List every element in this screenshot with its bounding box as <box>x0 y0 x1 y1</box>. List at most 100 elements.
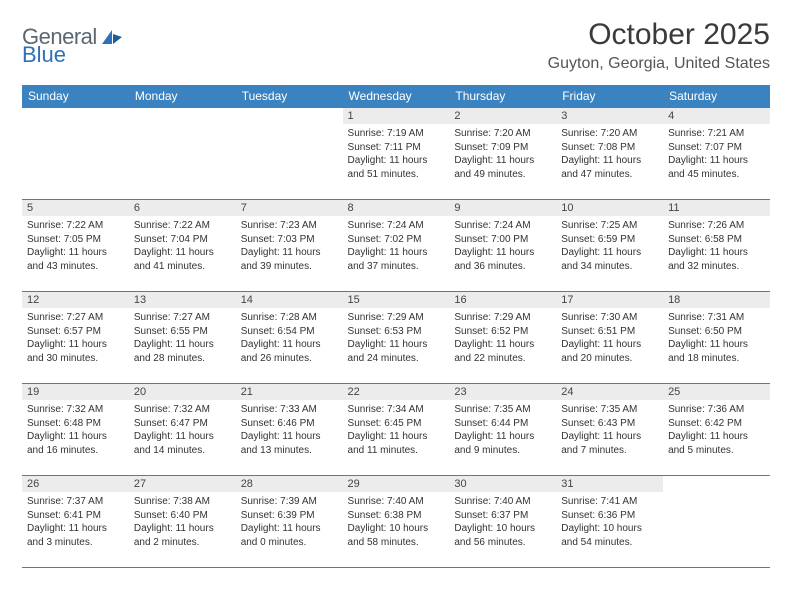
day-header: Friday <box>556 85 663 108</box>
day-line: and 9 minutes. <box>454 444 551 458</box>
calendar-cell: 25Sunrise: 7:36 AMSunset: 6:42 PMDayligh… <box>663 384 770 476</box>
day-line: Daylight: 10 hours <box>454 522 551 536</box>
day-line: Sunset: 7:03 PM <box>241 233 338 247</box>
day-line: Sunrise: 7:22 AM <box>134 219 231 233</box>
calendar-cell: 17Sunrise: 7:30 AMSunset: 6:51 PMDayligh… <box>556 292 663 384</box>
day-line: Sunset: 6:46 PM <box>241 417 338 431</box>
day-line: and 49 minutes. <box>454 168 551 182</box>
calendar-cell: 8Sunrise: 7:24 AMSunset: 7:02 PMDaylight… <box>343 200 450 292</box>
day-line: Daylight: 11 hours <box>241 430 338 444</box>
day-line: Daylight: 11 hours <box>668 338 765 352</box>
day-line: Daylight: 11 hours <box>561 430 658 444</box>
day-number: 18 <box>663 292 770 308</box>
day-number: 8 <box>343 200 450 216</box>
day-line: Sunrise: 7:26 AM <box>668 219 765 233</box>
day-number: 16 <box>449 292 556 308</box>
calendar-cell: 7Sunrise: 7:23 AMSunset: 7:03 PMDaylight… <box>236 200 343 292</box>
calendar-week-row: 1Sunrise: 7:19 AMSunset: 7:11 PMDaylight… <box>22 108 770 200</box>
calendar-cell: 21Sunrise: 7:33 AMSunset: 6:46 PMDayligh… <box>236 384 343 476</box>
calendar-cell: 10Sunrise: 7:25 AMSunset: 6:59 PMDayligh… <box>556 200 663 292</box>
day-line: Daylight: 11 hours <box>348 246 445 260</box>
calendar-cell: 5Sunrise: 7:22 AMSunset: 7:05 PMDaylight… <box>22 200 129 292</box>
day-line: Daylight: 11 hours <box>241 522 338 536</box>
day-line: Sunset: 6:42 PM <box>668 417 765 431</box>
day-body: Sunrise: 7:23 AMSunset: 7:03 PMDaylight:… <box>236 216 343 276</box>
day-line: and 2 minutes. <box>134 536 231 550</box>
calendar-cell: 29Sunrise: 7:40 AMSunset: 6:38 PMDayligh… <box>343 476 450 568</box>
day-number: 28 <box>236 476 343 492</box>
calendar-cell: 20Sunrise: 7:32 AMSunset: 6:47 PMDayligh… <box>129 384 236 476</box>
day-number: 14 <box>236 292 343 308</box>
day-line: Sunset: 6:57 PM <box>27 325 124 339</box>
day-number: 27 <box>129 476 236 492</box>
day-number: 5 <box>22 200 129 216</box>
calendar-cell: 24Sunrise: 7:35 AMSunset: 6:43 PMDayligh… <box>556 384 663 476</box>
day-line: Sunset: 7:00 PM <box>454 233 551 247</box>
day-line: and 3 minutes. <box>27 536 124 550</box>
calendar-table: Sunday Monday Tuesday Wednesday Thursday… <box>22 85 770 568</box>
day-line: Sunset: 7:08 PM <box>561 141 658 155</box>
day-line: Sunrise: 7:20 AM <box>454 127 551 141</box>
day-number: 7 <box>236 200 343 216</box>
day-body: Sunrise: 7:28 AMSunset: 6:54 PMDaylight:… <box>236 308 343 368</box>
day-body: Sunrise: 7:20 AMSunset: 7:09 PMDaylight:… <box>449 124 556 184</box>
day-body: Sunrise: 7:24 AMSunset: 7:02 PMDaylight:… <box>343 216 450 276</box>
day-line: Sunset: 6:38 PM <box>348 509 445 523</box>
day-line: Daylight: 11 hours <box>27 338 124 352</box>
day-line: Sunrise: 7:37 AM <box>27 495 124 509</box>
day-line: Daylight: 11 hours <box>27 246 124 260</box>
day-line: Daylight: 11 hours <box>134 430 231 444</box>
day-line: Sunrise: 7:27 AM <box>27 311 124 325</box>
day-line: Daylight: 11 hours <box>454 154 551 168</box>
day-line: Sunrise: 7:22 AM <box>27 219 124 233</box>
calendar-cell: 2Sunrise: 7:20 AMSunset: 7:09 PMDaylight… <box>449 108 556 200</box>
day-line: Sunset: 6:47 PM <box>134 417 231 431</box>
day-line: Sunset: 6:40 PM <box>134 509 231 523</box>
day-number: 13 <box>129 292 236 308</box>
calendar-head: Sunday Monday Tuesday Wednesday Thursday… <box>22 85 770 108</box>
day-line: Daylight: 11 hours <box>27 430 124 444</box>
calendar-cell: 1Sunrise: 7:19 AMSunset: 7:11 PMDaylight… <box>343 108 450 200</box>
day-line: Daylight: 11 hours <box>348 338 445 352</box>
day-number: 1 <box>343 108 450 124</box>
calendar-cell: 16Sunrise: 7:29 AMSunset: 6:52 PMDayligh… <box>449 292 556 384</box>
day-body: Sunrise: 7:21 AMSunset: 7:07 PMDaylight:… <box>663 124 770 184</box>
calendar-week-row: 19Sunrise: 7:32 AMSunset: 6:48 PMDayligh… <box>22 384 770 476</box>
calendar-cell: 15Sunrise: 7:29 AMSunset: 6:53 PMDayligh… <box>343 292 450 384</box>
day-number: 3 <box>556 108 663 124</box>
day-line: Daylight: 11 hours <box>348 430 445 444</box>
day-line: Daylight: 11 hours <box>454 338 551 352</box>
day-line: and 43 minutes. <box>27 260 124 274</box>
day-line: Sunrise: 7:23 AM <box>241 219 338 233</box>
day-number: 31 <box>556 476 663 492</box>
day-header: Thursday <box>449 85 556 108</box>
day-line: Sunrise: 7:35 AM <box>454 403 551 417</box>
day-body: Sunrise: 7:24 AMSunset: 7:00 PMDaylight:… <box>449 216 556 276</box>
day-line: and 5 minutes. <box>668 444 765 458</box>
day-line: Sunrise: 7:32 AM <box>27 403 124 417</box>
day-body: Sunrise: 7:27 AMSunset: 6:57 PMDaylight:… <box>22 308 129 368</box>
day-line: Daylight: 11 hours <box>561 246 658 260</box>
calendar-cell: 28Sunrise: 7:39 AMSunset: 6:39 PMDayligh… <box>236 476 343 568</box>
calendar-cell: 23Sunrise: 7:35 AMSunset: 6:44 PMDayligh… <box>449 384 556 476</box>
day-line: Sunset: 7:04 PM <box>134 233 231 247</box>
day-line: Daylight: 11 hours <box>241 338 338 352</box>
day-line: and 56 minutes. <box>454 536 551 550</box>
day-line: Sunset: 6:51 PM <box>561 325 658 339</box>
day-line: and 28 minutes. <box>134 352 231 366</box>
day-line: Sunrise: 7:25 AM <box>561 219 658 233</box>
day-number: 9 <box>449 200 556 216</box>
day-line: Sunrise: 7:24 AM <box>348 219 445 233</box>
day-header: Monday <box>129 85 236 108</box>
day-body: Sunrise: 7:37 AMSunset: 6:41 PMDaylight:… <box>22 492 129 552</box>
day-line: Daylight: 11 hours <box>348 154 445 168</box>
calendar-cell: 12Sunrise: 7:27 AMSunset: 6:57 PMDayligh… <box>22 292 129 384</box>
title-block: October 2025 Guyton, Georgia, United Sta… <box>548 18 770 73</box>
day-body: Sunrise: 7:26 AMSunset: 6:58 PMDaylight:… <box>663 216 770 276</box>
day-number: 10 <box>556 200 663 216</box>
day-line: Sunset: 6:54 PM <box>241 325 338 339</box>
day-number: 11 <box>663 200 770 216</box>
day-number: 21 <box>236 384 343 400</box>
calendar-cell: 13Sunrise: 7:27 AMSunset: 6:55 PMDayligh… <box>129 292 236 384</box>
day-body: Sunrise: 7:35 AMSunset: 6:43 PMDaylight:… <box>556 400 663 460</box>
